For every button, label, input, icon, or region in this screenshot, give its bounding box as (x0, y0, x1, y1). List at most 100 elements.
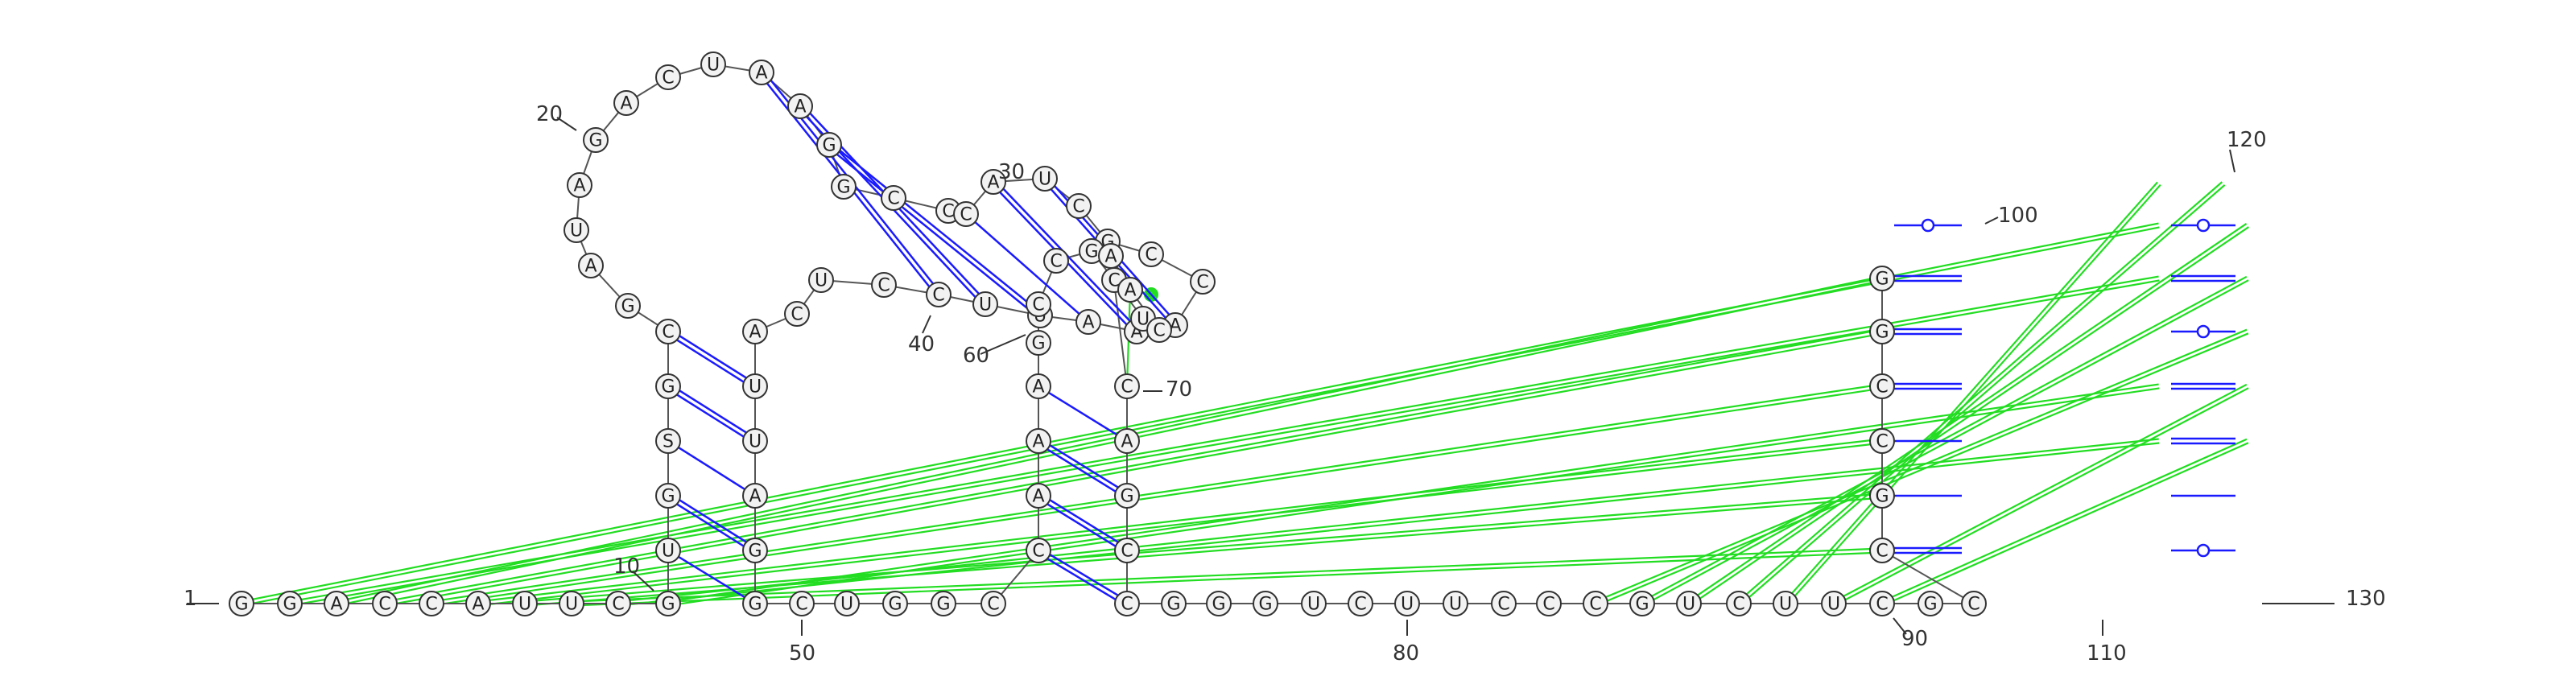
nucleotide: C (1348, 591, 1373, 616)
base-pair-line (1048, 391, 1117, 436)
nucleotide: C (881, 185, 906, 211)
pseudoknot-line (1882, 442, 2249, 607)
nucleotide: C (1066, 193, 1092, 219)
index-label-10: 10 (613, 554, 640, 579)
svg-text:U: U (570, 221, 583, 241)
svg-text:C: C (425, 595, 437, 615)
svg-text:G: G (234, 595, 248, 615)
base-pair-line (1049, 499, 1119, 543)
nucleotide: U (808, 267, 834, 293)
nucleotide: C (1043, 248, 1069, 274)
svg-text:G: G (748, 595, 762, 615)
svg-text:C: C (887, 189, 899, 209)
nucleotide: C (789, 591, 815, 616)
nucleotide: C (1114, 538, 1140, 563)
svg-text:G: G (661, 487, 675, 507)
nucleotide: G (229, 591, 254, 616)
svg-text:U: U (565, 595, 578, 615)
nucleotide: A (742, 319, 768, 344)
nucleotide: C (655, 319, 681, 344)
svg-text:C: C (1497, 595, 1509, 615)
svg-text:U: U (1307, 595, 1320, 615)
svg-text:C: C (1153, 321, 1165, 341)
svg-text:G: G (1166, 595, 1180, 615)
nucleotide: C (980, 591, 1006, 616)
nucleotide: G (1079, 238, 1104, 264)
nucleotide: U (564, 217, 589, 243)
svg-text:U: U (840, 595, 853, 615)
nucleotide: C (871, 272, 897, 298)
svg-text:G: G (661, 595, 675, 615)
nucleotide: G (655, 483, 681, 509)
index-tick (1893, 617, 1907, 635)
nucleotide: C (1869, 591, 1895, 616)
base-pair-line (676, 503, 745, 547)
svg-text:A: A (1032, 432, 1044, 452)
svg-text:G: G (588, 131, 602, 151)
pseudoknot-line (385, 332, 1883, 607)
nucleotide: U (655, 538, 681, 563)
svg-text:C: C (1121, 595, 1133, 615)
pseudoknot-line (1880, 438, 2248, 603)
nucleotide: C (953, 201, 979, 227)
pseudoknot-line (1596, 332, 2249, 607)
svg-text:C: C (1072, 197, 1084, 217)
svg-text:C: C (1354, 595, 1366, 615)
index-label-1: 1 (184, 587, 197, 611)
svg-text:C: C (1108, 271, 1120, 291)
svg-text:U: U (1682, 595, 1695, 615)
nucleotide: G (1253, 591, 1278, 616)
nucleotide: A (613, 90, 639, 116)
nucleotide: G (1026, 330, 1051, 356)
nucleotide: G (931, 591, 956, 616)
svg-text:C: C (662, 323, 674, 343)
pseudoknot-line (242, 226, 2160, 607)
nucleotide: A (980, 169, 1006, 195)
pseudoknot-line (572, 551, 1883, 607)
nucleotide: A (1114, 428, 1140, 454)
nucleotide: C (1536, 591, 1562, 616)
nucleotide: U (742, 373, 768, 399)
nucleotide: U (559, 591, 584, 616)
pseudoknot-line (1594, 328, 2248, 603)
pseudoknot-line (1736, 181, 2223, 603)
svg-text:C: C (1196, 273, 1208, 293)
nucleotide: U (742, 428, 768, 454)
nucleotide: A (787, 93, 813, 119)
index-label-120: 120 (2227, 128, 2267, 152)
pseudoknot-connections (241, 181, 2250, 607)
svg-text:C: C (1876, 595, 1888, 615)
nucleotide: G (1869, 319, 1895, 344)
svg-text:C: C (1121, 377, 1133, 398)
svg-text:A: A (1121, 432, 1133, 452)
svg-text:C: C (932, 286, 944, 306)
pseudoknot-line (668, 387, 2160, 607)
svg-text:A: A (1032, 487, 1044, 507)
base-pair-line (1049, 444, 1119, 488)
wobble-pair-marker (2196, 324, 2211, 339)
index-tick (556, 117, 577, 131)
nucleotide: U (1676, 591, 1702, 616)
svg-text:U: U (518, 595, 531, 615)
svg-text:U: U (749, 377, 762, 398)
svg-text:C: C (942, 202, 954, 222)
nucleotide: U (972, 291, 998, 317)
nucleotide: C (926, 282, 952, 307)
nucleotide: C (784, 301, 810, 327)
nucleotide: A (567, 172, 592, 198)
svg-text:G: G (1120, 487, 1133, 507)
svg-text:U: U (1137, 310, 1150, 330)
nucleotide: G (1869, 483, 1895, 509)
index-label-70: 70 (1166, 377, 1192, 402)
base-pair-line (1046, 503, 1117, 547)
svg-text:A: A (987, 173, 999, 193)
nucleotide: G (1161, 591, 1187, 616)
nucleotide: C (1491, 591, 1517, 616)
nucleotide: S (655, 428, 681, 454)
pseudoknot-line (431, 387, 1883, 607)
svg-text:G: G (1875, 487, 1889, 507)
pseudoknot-line (336, 275, 1882, 603)
nucleotide: U (1821, 591, 1847, 616)
index-label-130: 130 (2346, 587, 2386, 611)
nucleotide: C (1026, 538, 1051, 563)
